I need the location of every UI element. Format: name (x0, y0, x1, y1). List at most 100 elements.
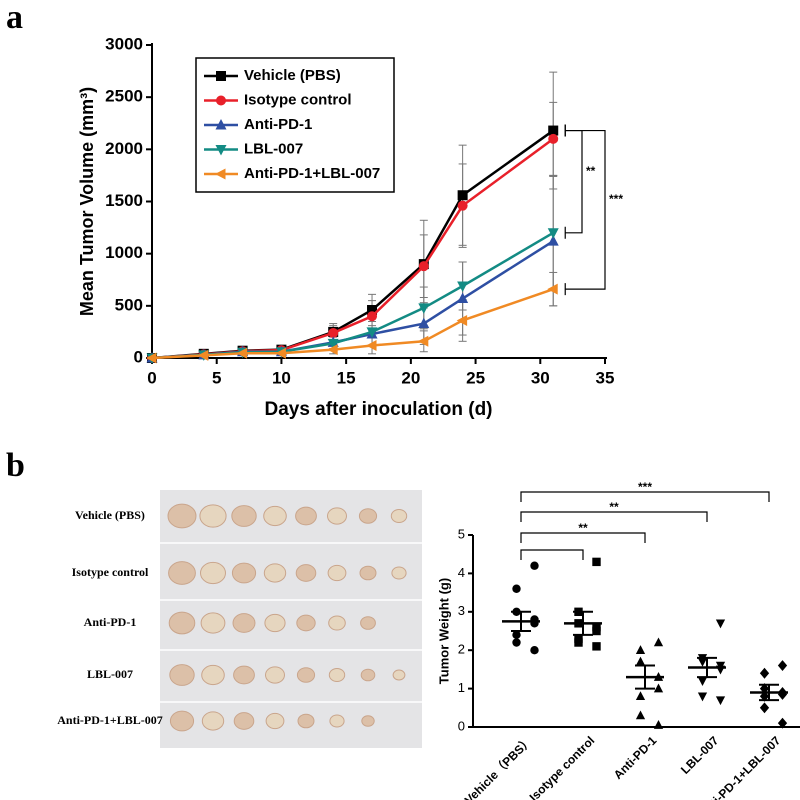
tumor (392, 669, 406, 681)
data-point (777, 688, 788, 700)
photo-background (160, 490, 422, 748)
data-point (635, 656, 646, 666)
tumor (358, 508, 378, 524)
x-tick-label: 15 (337, 368, 356, 387)
tumor (233, 712, 255, 730)
data-point (457, 292, 469, 304)
data-point (592, 642, 601, 651)
tumor (232, 613, 256, 633)
legend-marker (216, 95, 226, 106)
tumor (169, 664, 195, 686)
significance-bracket (564, 124, 583, 239)
tumor (264, 613, 286, 633)
tumor-photo (160, 503, 422, 732)
x-tick-label: 5 (212, 368, 221, 387)
tumor (233, 665, 255, 685)
tumor (361, 715, 375, 727)
data-point (697, 677, 708, 686)
data-point (418, 317, 430, 329)
tumor (327, 507, 347, 525)
y-tick-label: 3 (458, 603, 465, 618)
data-point (418, 261, 429, 272)
data-point (635, 710, 646, 720)
x-tick-label: LBL-007 (678, 733, 722, 777)
tumor (200, 561, 226, 585)
y-tick-label: 5 (458, 526, 465, 541)
tumor (359, 565, 377, 581)
significance-label: *** (609, 192, 623, 206)
tumor (201, 664, 225, 686)
data-point (417, 335, 429, 347)
row-label: Anti-PD-1 (84, 615, 137, 629)
data-point (635, 645, 646, 654)
x-tick-label: 25 (466, 368, 485, 387)
data-point (653, 720, 664, 729)
y-tick-label: 2 (458, 642, 465, 657)
y-axis-label: Tumor Weight (g) (436, 578, 451, 684)
data-point (653, 683, 664, 693)
significance-bracket (520, 511, 708, 522)
significance-bracket (564, 124, 606, 296)
tumor (200, 612, 226, 634)
y-tick-label: 500 (115, 295, 143, 314)
tumor (296, 614, 316, 632)
tumor (231, 562, 257, 584)
data-point (635, 691, 646, 701)
tumor (295, 506, 317, 526)
tumor (168, 561, 196, 585)
data-point (530, 646, 539, 655)
data-point (759, 667, 770, 679)
legend-label: Anti-PD-1+LBL-007 (244, 165, 380, 182)
data-point (697, 692, 708, 702)
y-tick-label: 2000 (105, 139, 143, 158)
legend-marker (216, 71, 226, 81)
tumor (360, 668, 376, 682)
data-point (592, 626, 601, 636)
data-point (457, 190, 468, 201)
y-tick-label: 3000 (105, 34, 143, 53)
tumor (265, 712, 285, 730)
data-point (715, 619, 726, 629)
data-point (146, 352, 157, 364)
tumor (263, 505, 287, 527)
significance-label: ** (578, 521, 588, 535)
x-axis-label: Days after inoculation (d) (264, 399, 492, 420)
tumor (167, 503, 197, 529)
tumor (390, 508, 408, 524)
tumor (265, 666, 285, 684)
data-point (759, 702, 770, 714)
data-point (759, 690, 770, 702)
tumor (328, 667, 346, 683)
data-point (547, 228, 559, 239)
data-point (367, 305, 378, 316)
significance-bracket (520, 549, 584, 560)
row-label: Anti-PD-1+LBL-007 (57, 713, 163, 727)
data-point (457, 200, 468, 211)
x-tick-label: 20 (401, 368, 420, 387)
legend-label: Isotype control (244, 91, 352, 108)
significance-label: *** (638, 480, 652, 494)
tumor (231, 505, 257, 527)
y-tick-label: 0 (458, 718, 465, 733)
x-tick-label: Vehicle（PBS） (461, 733, 535, 800)
tumor (263, 563, 287, 583)
row-label: Vehicle (PBS) (75, 508, 145, 522)
tumor (327, 564, 347, 582)
data-point (653, 637, 664, 647)
y-tick-label: 1000 (105, 243, 143, 262)
data-point (275, 347, 286, 359)
y-tick-label: 1 (458, 680, 465, 695)
x-tick-label: 35 (596, 368, 615, 387)
data-point (512, 584, 521, 593)
data-point (512, 638, 521, 647)
legend-label: Anti-PD-1 (244, 116, 312, 133)
legend-label: LBL-007 (244, 140, 303, 157)
x-tick-label: 0 (147, 368, 156, 387)
tumor (169, 710, 195, 732)
tumor (391, 566, 407, 580)
significance-bracket (520, 532, 646, 543)
legend-marker (215, 168, 226, 180)
x-tick-label: Anti-PD-1 (611, 733, 660, 782)
tumor (199, 504, 227, 528)
x-tick-label: Isotype control (527, 733, 598, 800)
